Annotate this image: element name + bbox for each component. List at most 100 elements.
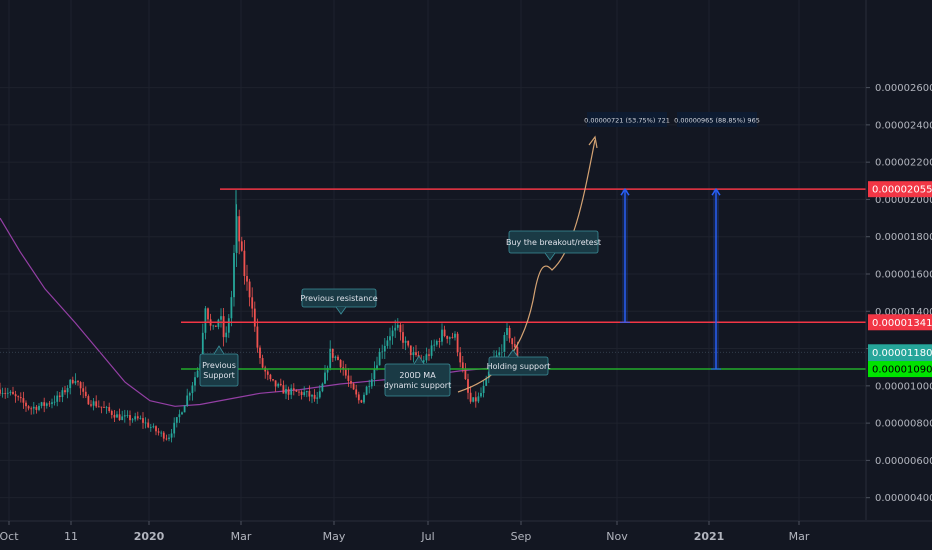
candle [337, 354, 339, 361]
candle [43, 397, 46, 413]
candle [290, 384, 293, 400]
time-tick-label: 11 [64, 530, 78, 543]
price-tick-label: 0.00001400 [875, 307, 932, 318]
candle-body [77, 381, 79, 383]
price-tick-label: 0.00002000 [875, 195, 932, 206]
candle-body [409, 345, 412, 356]
candle [464, 363, 467, 381]
candle-body [207, 308, 209, 320]
candle [352, 382, 355, 390]
candle [126, 410, 129, 418]
candle [373, 361, 376, 386]
candle [308, 385, 311, 402]
candle-body [259, 347, 261, 359]
candle [17, 395, 20, 401]
callout-text: dynamic support [384, 381, 451, 390]
price-tick-label: 0.00001800 [875, 232, 932, 243]
candle [485, 375, 488, 387]
candle-body [485, 378, 488, 386]
candle-body [370, 379, 373, 387]
candle-body [131, 419, 134, 421]
measurement: 0.00000965 (88.85%) 965 [674, 112, 760, 370]
time-tick-label: Nov [606, 530, 628, 543]
candle [448, 336, 451, 345]
candle-body [157, 431, 160, 433]
candle-body [480, 393, 482, 397]
candle-body [360, 400, 363, 403]
time-axis[interactable]: Oct 11 2020 Mar May Jul Sep Nov 2021 Mar [0, 520, 932, 550]
candle [316, 391, 319, 404]
candle-body [227, 318, 230, 333]
candle [272, 379, 274, 382]
candle-body [9, 391, 12, 393]
candle [12, 386, 14, 395]
candle-body [110, 411, 113, 415]
candle [40, 401, 43, 409]
candle-body [292, 388, 295, 391]
candle-body [139, 418, 142, 419]
candle [274, 380, 277, 392]
candle [326, 365, 329, 381]
candle-body [240, 241, 243, 251]
price-badge-label: 0.00002055 [872, 185, 932, 196]
price-axis[interactable]: 0.00002600 0.00002400 0.00002200 0.00002000… [865, 0, 932, 550]
candle-body [14, 394, 17, 397]
price-tick-label: 0.00002400 [875, 120, 932, 131]
candle-body [472, 397, 475, 402]
candle [155, 425, 157, 436]
candle [368, 379, 371, 394]
candle [318, 385, 321, 399]
candle-body [4, 393, 7, 394]
candle [92, 397, 95, 411]
candle-body [17, 396, 20, 398]
candle [129, 410, 131, 426]
candle [48, 400, 51, 407]
candle-body [79, 382, 82, 389]
candle [287, 386, 290, 401]
candle [14, 390, 17, 403]
candle [298, 390, 300, 397]
candle [355, 384, 358, 398]
candle-body [38, 405, 40, 410]
candle-body [334, 356, 337, 358]
callout-pointer [213, 345, 225, 355]
candle [103, 401, 105, 409]
candle-body [183, 405, 186, 413]
candle [87, 394, 90, 405]
time-tick-label: May [323, 530, 346, 543]
candle [269, 373, 272, 382]
candle [300, 390, 303, 400]
price-axis-background [866, 0, 932, 550]
callout-pointer [413, 355, 425, 365]
price-tick-label: 0.00002600 [875, 83, 932, 94]
candle-body [290, 388, 293, 395]
measurement-label-box [587, 112, 667, 127]
candle [227, 314, 230, 338]
candle-body [248, 281, 251, 298]
candle [407, 340, 410, 348]
candle [329, 340, 332, 371]
price-levels [0, 188, 866, 370]
candle [313, 389, 316, 402]
callout-box [199, 353, 239, 387]
candle-body [378, 351, 381, 366]
candle-body [74, 381, 77, 384]
candle [116, 411, 118, 418]
candle-body [477, 396, 480, 402]
candle [136, 411, 139, 421]
candle-body [454, 333, 456, 338]
candle [360, 399, 363, 403]
candle [207, 307, 209, 323]
candle-body [383, 345, 386, 352]
candle [376, 356, 378, 371]
candle-body [365, 386, 368, 395]
candle-body [269, 374, 272, 380]
callout-text: 200D MA [399, 371, 436, 380]
price-tick-label: 0.00000600 [875, 456, 932, 467]
candle [378, 348, 381, 366]
candle [53, 395, 56, 406]
candle-body [516, 347, 519, 359]
